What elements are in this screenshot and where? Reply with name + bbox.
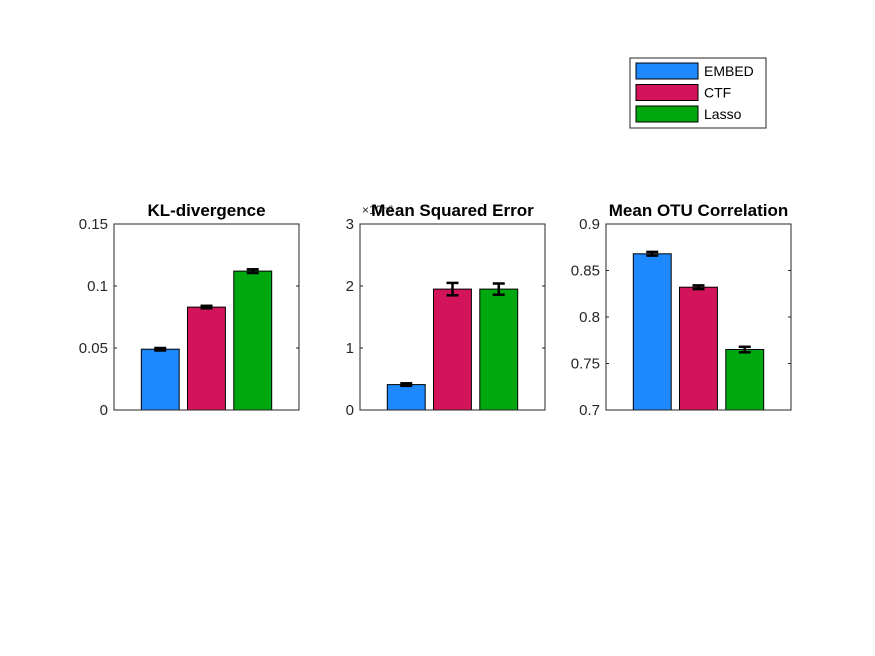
bar-embed (386, 384, 426, 411)
legend: EMBED CTF Lasso (629, 57, 767, 129)
bar-lasso (479, 288, 519, 411)
y-tick-label: 3 (346, 216, 354, 233)
chart-panel-3: 0.7 0.75 0.8 0.85 0.9 Mean OTU Correlation (571, 201, 792, 419)
bar-ctf (679, 286, 718, 411)
y-tick-label: 0.75 (571, 356, 600, 373)
error-bar-embed (400, 382, 413, 388)
legend-label: CTF (704, 85, 731, 101)
chart-title: KL-divergence (147, 201, 265, 220)
bar-ctf (187, 306, 226, 411)
error-bar-lasso (246, 268, 259, 275)
axes-frame (113, 223, 300, 411)
error-bar-embed (154, 346, 167, 352)
error-bar-ctf (692, 284, 705, 291)
chart-title: Mean OTU Correlation (609, 201, 788, 220)
y-tick-label: 0.15 (79, 216, 108, 233)
error-bar-embed (646, 250, 659, 257)
legend-swatch (635, 62, 699, 80)
y-tick-label: 2 (346, 278, 354, 295)
y-tick-label: 0.05 (79, 340, 108, 357)
y-tick-label: 0.8 (579, 309, 600, 326)
error-bar-lasso (738, 345, 751, 354)
y-tick-label: 0.1 (87, 278, 108, 295)
legend-item-ctf: CTF (635, 84, 731, 101)
y-exponent-label: ×10⁻³ (362, 203, 393, 217)
y-tick-label: 0.9 (579, 216, 600, 233)
error-bar-ctf (200, 304, 213, 310)
bar-lasso (233, 270, 273, 411)
legend-item-lasso: Lasso (635, 105, 742, 123)
legend-swatch (635, 84, 699, 101)
legend-label: Lasso (704, 106, 742, 122)
chart-title: Mean Squared Error (371, 201, 534, 220)
y-tick-label: 0 (100, 402, 108, 419)
chart-panel-1: 0 0.05 0.1 0.15 KL-divergence (79, 201, 300, 419)
bar-embed (140, 348, 180, 411)
legend-item-embed: EMBED (635, 62, 754, 80)
y-tick-label: 1 (346, 340, 354, 357)
legend-swatch (635, 105, 699, 123)
error-bar-lasso (492, 282, 505, 296)
axes-frame (359, 223, 546, 411)
bar-lasso (725, 349, 765, 411)
y-tick-label: 0.85 (571, 263, 600, 280)
bar-embed (632, 253, 672, 411)
bar-ctf (433, 288, 472, 411)
y-tick-label: 0 (346, 402, 354, 419)
error-bar-ctf (446, 281, 459, 297)
y-tick-label: 0.7 (579, 402, 600, 419)
legend-label: EMBED (704, 63, 754, 79)
